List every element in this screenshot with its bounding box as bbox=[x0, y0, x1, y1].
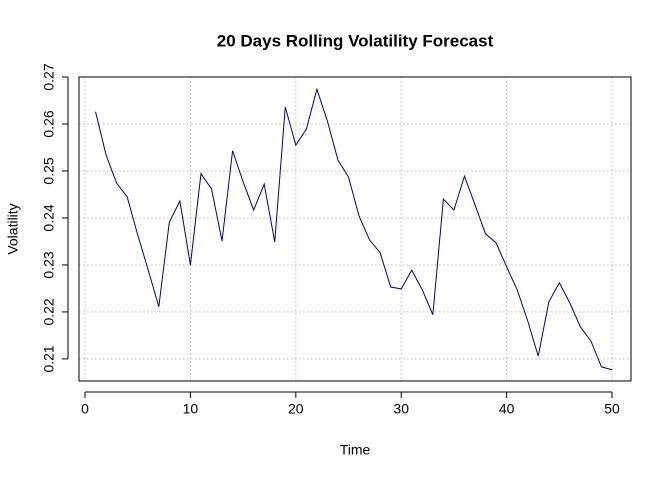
line-series bbox=[95, 87, 613, 371]
y-tick-label: 0.23 bbox=[41, 251, 57, 278]
plot-frame bbox=[78, 76, 632, 382]
x-tick-label: 30 bbox=[393, 401, 409, 417]
y-tick-label: 0.22 bbox=[41, 298, 57, 325]
x-tick-label: 40 bbox=[499, 401, 515, 417]
chart-title: 20 Days Rolling Volatility Forecast bbox=[217, 31, 494, 50]
x-tick-label: 50 bbox=[604, 401, 620, 417]
y-tick-label: 0.21 bbox=[41, 345, 57, 372]
y-tick-label: 0.25 bbox=[41, 157, 57, 184]
x-tick-label: 10 bbox=[183, 401, 199, 417]
x-tick-label: 0 bbox=[81, 401, 89, 417]
y-axis-label: Volatility bbox=[5, 203, 21, 254]
y-tick-label: 0.27 bbox=[41, 63, 57, 90]
y-tick-label: 0.24 bbox=[41, 204, 57, 231]
x-axis-label: Time bbox=[340, 442, 371, 458]
y-tick-label: 0.26 bbox=[41, 110, 57, 137]
x-tick-label: 20 bbox=[288, 401, 304, 417]
